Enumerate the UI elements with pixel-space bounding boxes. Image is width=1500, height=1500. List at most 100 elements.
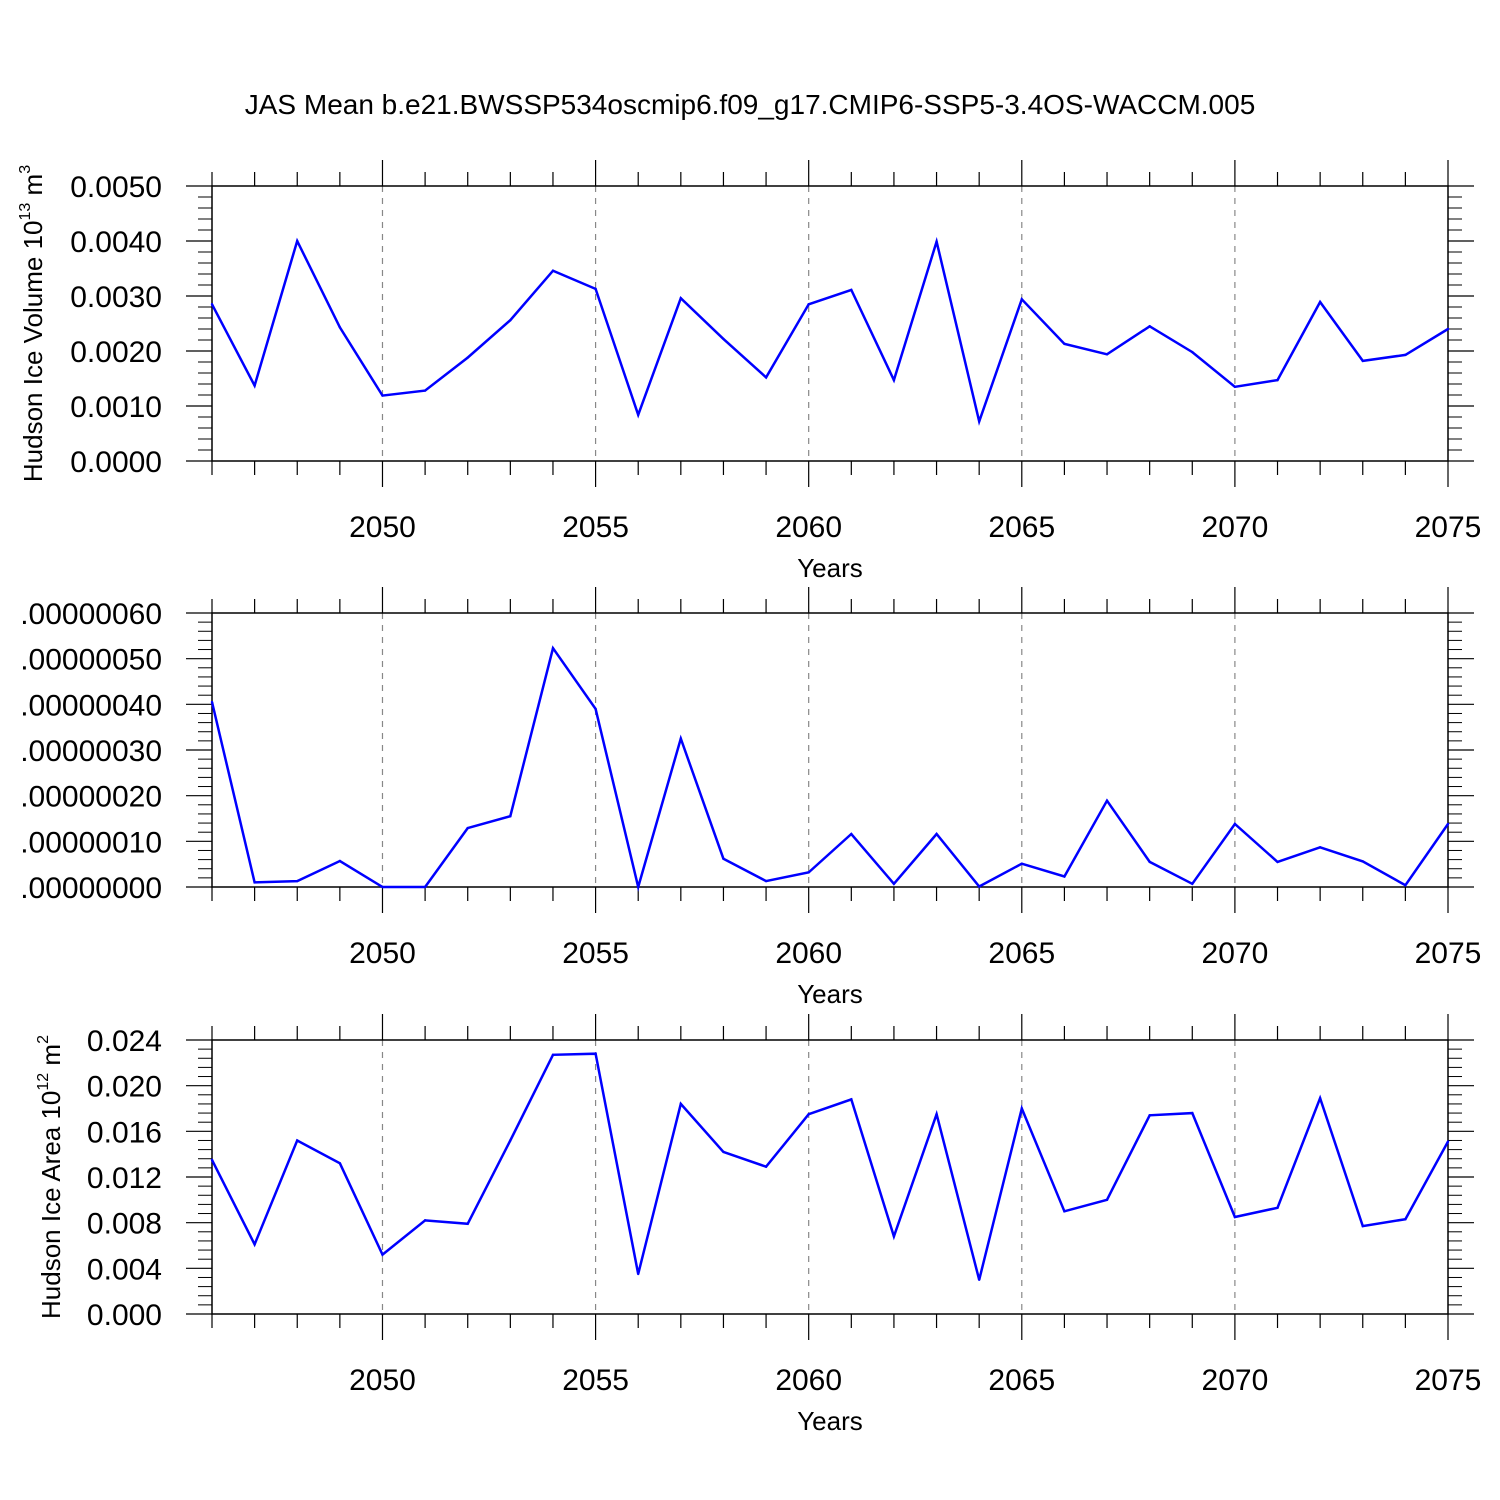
y-tick-label: 0.020	[87, 1071, 162, 1104]
x-tick-label: 2050	[349, 511, 416, 544]
data-point	[594, 707, 597, 711]
data-point	[637, 413, 640, 416]
data-point	[850, 288, 853, 292]
data-point	[764, 1165, 768, 1168]
x-tick-label: 2070	[1202, 511, 1269, 544]
data-point	[1233, 822, 1237, 826]
data-point	[1361, 359, 1364, 363]
y-axis-title-unit-exponent: 2	[35, 1035, 52, 1044]
data-point	[1233, 1215, 1237, 1219]
y-tick-label: .00000000	[20, 872, 162, 905]
data-point	[1233, 385, 1237, 388]
data-point	[1318, 846, 1322, 849]
x-tick-label: 2075	[1415, 937, 1482, 970]
data-point	[210, 1158, 214, 1162]
data-point	[551, 646, 555, 650]
series-line	[210, 1052, 1450, 1281]
panel-series-2: 2050 2055 2060 2065 2070 2075 Years .00000000 .0…	[20, 587, 1481, 1009]
y-tick-label: 0.0010	[70, 391, 162, 424]
x-tick-label: 2055	[562, 1364, 629, 1397]
data-point	[1191, 882, 1194, 886]
y-tick-label: .00000040	[20, 689, 162, 722]
data-point	[679, 737, 683, 740]
data-point	[466, 826, 469, 830]
data-point	[1148, 860, 1151, 864]
y-tick-label: 0.0050	[70, 171, 162, 204]
data-point	[637, 1272, 640, 1276]
data-point	[1105, 1198, 1109, 1202]
y-tick-label: 0.0030	[70, 281, 162, 314]
data-point	[1318, 300, 1322, 304]
data-point	[423, 389, 427, 392]
data-point	[807, 871, 810, 874]
data-point	[1361, 1224, 1364, 1228]
data-point	[381, 1253, 384, 1256]
data-point	[764, 879, 768, 883]
plot-frame	[211, 185, 1449, 462]
y-tick-label: .00000050	[20, 644, 162, 677]
panel-ice-volume: 2050 2055 2060 2065 2070 2075 Years 0.0000 0.001…	[17, 160, 1481, 583]
data-point	[296, 1139, 299, 1142]
x-tick-label: 2060	[775, 937, 842, 970]
y-tick-label: 0.016	[87, 1116, 162, 1149]
x-tick-label: 2050	[349, 1364, 416, 1397]
data-point	[977, 1278, 981, 1281]
y-axis-title: Hudson Ice Volume 1013 m3	[17, 165, 48, 482]
data-point	[253, 384, 256, 387]
data-point	[1318, 1097, 1322, 1100]
data-point	[850, 832, 853, 836]
data-point	[764, 376, 768, 379]
data-point	[1446, 1140, 1450, 1143]
data-point	[1063, 875, 1066, 878]
data-point	[807, 1113, 810, 1116]
data-point	[253, 881, 256, 884]
data-point	[977, 420, 981, 423]
x-axis-title: Years	[797, 553, 863, 583]
data-point	[1404, 353, 1407, 357]
data-point	[1105, 799, 1109, 802]
data-point	[892, 882, 896, 886]
series-line	[210, 236, 1449, 426]
x-tick-label: 2055	[562, 937, 629, 970]
x-tick-label: 2060	[775, 1364, 842, 1397]
y-tick-label: 0.0040	[70, 226, 162, 259]
y-axis-title-unit: m	[36, 1044, 66, 1073]
data-point	[1020, 1107, 1023, 1110]
y-axis-title: Hudson Ice Area 1012 m2	[35, 1035, 66, 1319]
data-point	[935, 1113, 938, 1116]
plot-frame	[211, 612, 1449, 888]
data-point	[594, 1052, 597, 1055]
data-point	[1191, 1111, 1194, 1115]
x-axis-title: Years	[797, 979, 863, 1009]
data-point	[381, 885, 384, 889]
y-tick-label: 0.0020	[70, 336, 162, 369]
x-tick-label: 2060	[775, 511, 842, 544]
data-point	[1276, 860, 1279, 864]
y-tick-label: .00000030	[20, 735, 162, 768]
data-point	[722, 857, 725, 860]
data-point	[1105, 353, 1109, 356]
y-axis-title-unit: m	[18, 174, 48, 203]
data-point	[1446, 822, 1450, 826]
y-axis-title-text: Hudson Ice Area 10	[36, 1091, 66, 1319]
data-point	[338, 326, 342, 329]
y-axis-title-exponent: 13	[17, 203, 34, 221]
data-point	[1191, 350, 1194, 354]
data-point	[210, 700, 214, 704]
x-tick-label: 2070	[1202, 937, 1269, 970]
data-point	[381, 394, 384, 397]
data-point	[1020, 862, 1023, 865]
data-point	[509, 319, 512, 322]
data-point	[1148, 325, 1151, 328]
y-axis-title-text: Hudson Ice Volume 10	[18, 220, 48, 482]
x-tick-label: 2065	[988, 1364, 1055, 1397]
data-point	[509, 815, 512, 818]
data-point	[935, 240, 938, 243]
data-point	[1446, 327, 1450, 331]
data-point	[551, 1053, 555, 1057]
x-tick-label: 2050	[349, 937, 416, 970]
data-point	[1276, 378, 1279, 382]
y-tick-label: 0.004	[87, 1253, 162, 1286]
y-axis-title-exponent: 12	[35, 1073, 52, 1091]
